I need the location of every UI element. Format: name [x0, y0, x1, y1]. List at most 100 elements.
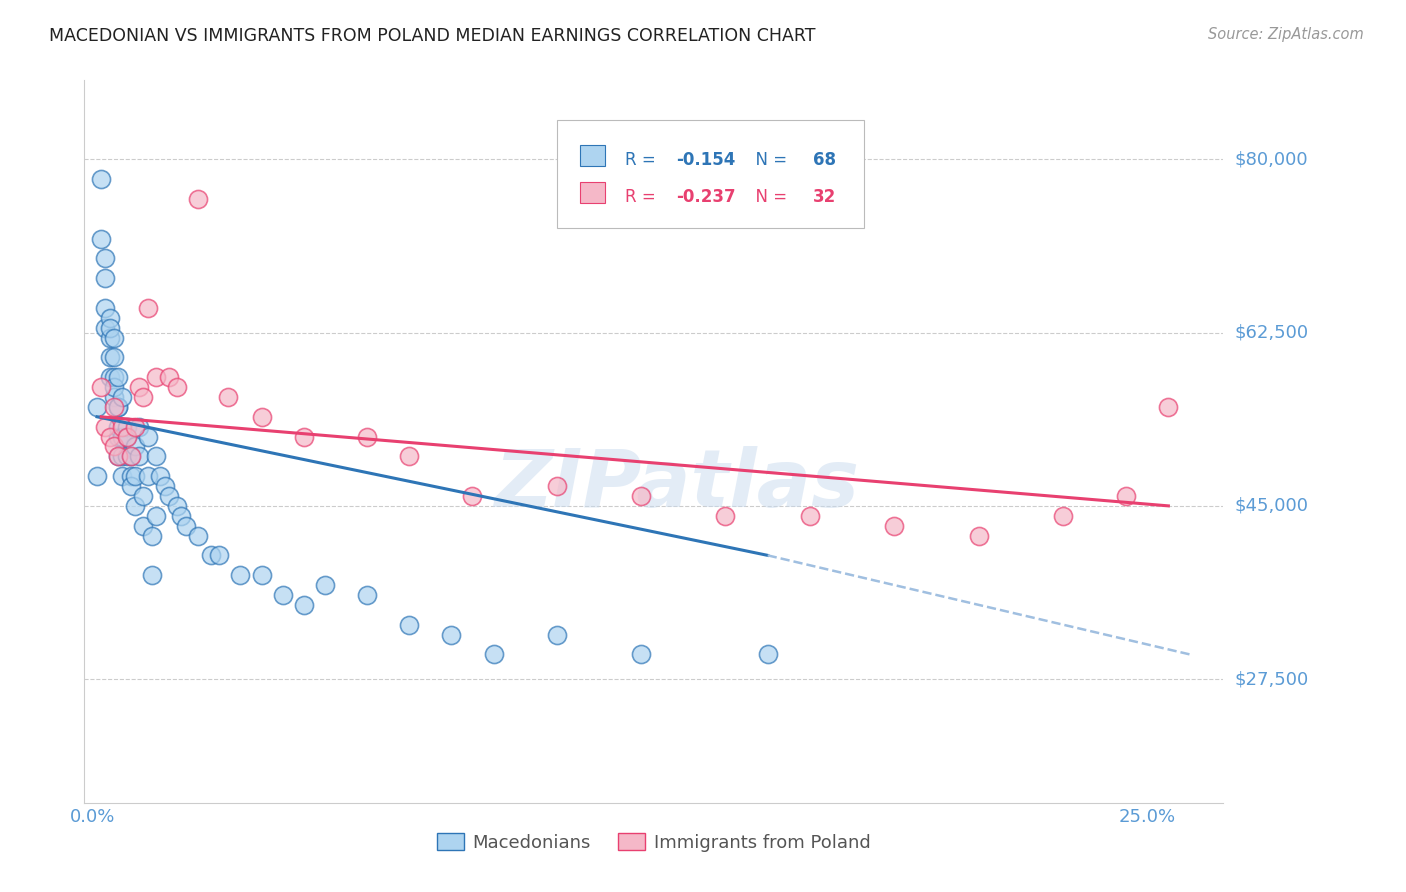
Point	[200, 549, 222, 563]
Point	[132, 390, 155, 404]
Point	[90, 232, 112, 246]
Point	[229, 568, 252, 582]
Point	[111, 419, 134, 434]
Point	[103, 330, 125, 344]
Point	[170, 508, 193, 523]
Point	[208, 549, 231, 563]
Point	[482, 648, 505, 662]
Point	[111, 469, 134, 483]
Point	[250, 409, 273, 424]
Point	[250, 568, 273, 582]
Point	[756, 648, 779, 662]
Point	[799, 508, 821, 523]
Point	[136, 469, 159, 483]
Point	[115, 429, 138, 443]
Point	[103, 440, 125, 454]
Point	[107, 400, 129, 414]
Point	[115, 429, 138, 443]
Point	[1115, 489, 1137, 503]
Point	[103, 390, 125, 404]
Point	[1052, 508, 1074, 523]
Point	[111, 390, 134, 404]
Point	[90, 380, 112, 394]
Point	[128, 450, 150, 464]
Text: R =: R =	[626, 151, 661, 169]
Point	[166, 380, 188, 394]
Text: $62,500: $62,500	[1234, 324, 1309, 342]
FancyBboxPatch shape	[557, 120, 865, 228]
Point	[107, 450, 129, 464]
Point	[98, 320, 121, 334]
Point	[1157, 400, 1180, 414]
Point	[546, 627, 568, 641]
Point	[145, 370, 167, 384]
Point	[90, 172, 112, 186]
Point	[883, 518, 905, 533]
Point	[98, 330, 121, 344]
Point	[132, 518, 155, 533]
Point	[271, 588, 294, 602]
Point	[187, 192, 209, 206]
Point	[967, 528, 990, 542]
Point	[98, 370, 121, 384]
Point	[630, 489, 652, 503]
Point	[86, 400, 108, 414]
Point	[107, 450, 129, 464]
Text: -0.237: -0.237	[676, 188, 737, 206]
Point	[128, 380, 150, 394]
FancyBboxPatch shape	[579, 145, 605, 166]
Point	[107, 400, 129, 414]
Point	[157, 370, 180, 384]
Point	[107, 370, 129, 384]
Point	[120, 479, 142, 493]
Point	[314, 578, 336, 592]
Legend: Macedonians, Immigrants from Poland: Macedonians, Immigrants from Poland	[429, 826, 879, 859]
Text: -0.154: -0.154	[676, 151, 735, 169]
Point	[174, 518, 197, 533]
Point	[111, 450, 134, 464]
Text: $45,000: $45,000	[1234, 497, 1309, 515]
Point	[132, 489, 155, 503]
Point	[292, 429, 315, 443]
Point	[141, 568, 163, 582]
Point	[149, 469, 172, 483]
Text: ZIPatlas: ZIPatlas	[494, 446, 859, 524]
Point	[714, 508, 737, 523]
Point	[124, 469, 146, 483]
Point	[120, 450, 142, 464]
Text: $80,000: $80,000	[1234, 151, 1308, 169]
Point	[141, 528, 163, 542]
Point	[103, 380, 125, 394]
Point	[98, 429, 121, 443]
Point	[115, 419, 138, 434]
Point	[124, 440, 146, 454]
Text: MACEDONIAN VS IMMIGRANTS FROM POLAND MEDIAN EARNINGS CORRELATION CHART: MACEDONIAN VS IMMIGRANTS FROM POLAND MED…	[49, 27, 815, 45]
Point	[546, 479, 568, 493]
Point	[98, 310, 121, 325]
Point	[145, 508, 167, 523]
Point	[398, 617, 420, 632]
Point	[115, 450, 138, 464]
Point	[94, 271, 117, 285]
Point	[94, 301, 117, 315]
Text: 68: 68	[813, 151, 837, 169]
Point	[153, 479, 176, 493]
Point	[136, 301, 159, 315]
Point	[120, 450, 142, 464]
Point	[128, 419, 150, 434]
Point	[107, 419, 129, 434]
Text: Source: ZipAtlas.com: Source: ZipAtlas.com	[1208, 27, 1364, 42]
Point	[94, 252, 117, 266]
Point	[461, 489, 484, 503]
Text: R =: R =	[626, 188, 661, 206]
Point	[94, 320, 117, 334]
Point	[356, 588, 378, 602]
Text: N =: N =	[745, 188, 792, 206]
Point	[356, 429, 378, 443]
Point	[630, 648, 652, 662]
Text: $27,500: $27,500	[1234, 670, 1309, 688]
Point	[111, 429, 134, 443]
Point	[166, 499, 188, 513]
Text: N =: N =	[745, 151, 792, 169]
Point	[98, 351, 121, 365]
